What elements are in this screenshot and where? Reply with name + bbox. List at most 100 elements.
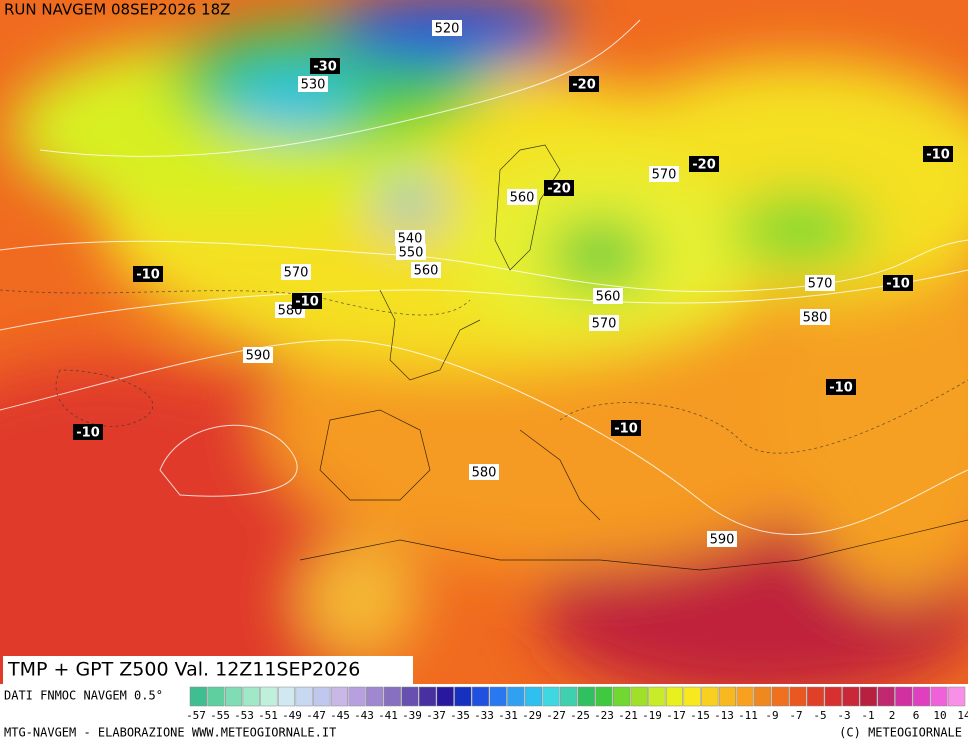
colorbar-label: -21 [618,709,638,722]
colorbar-swatch [330,686,348,707]
colorbar-label: -13 [714,709,734,722]
colorbar-swatch [560,686,578,707]
colorbar-swatch [577,686,595,707]
colorbar-swatch [877,686,895,707]
geo-label-bg [243,347,273,363]
colorbar-label: 2 [889,709,896,722]
tmp-label: -20 [572,78,596,93]
tmp-label: -20 [547,182,571,197]
geo-label: 560 [414,264,439,279]
colorbar-swatch [718,686,736,707]
geo-label: 550 [399,246,424,261]
geo-label-bg [593,288,623,304]
geo-label: 580 [803,311,828,326]
colorbar-swatch [242,686,260,707]
run-title: RUN NAVGEM 08SEP2026 18Z [4,1,230,19]
colorbar-label: -23 [594,709,614,722]
geo-label: 580 [472,466,497,481]
geo-label: 590 [246,349,271,364]
geo-label-bg [469,464,499,480]
geo-label: 560 [596,290,621,305]
colorbar-swatch [630,686,648,707]
colorbar-label: -27 [546,709,566,722]
colorbar-swatch [419,686,437,707]
tmp-label-bg [133,266,163,282]
geo-label-bg [281,264,311,280]
geo-label: 590 [710,533,735,548]
colorbar-swatch [701,686,719,707]
colorbar-label: -29 [522,709,542,722]
colorbar-label: -53 [234,709,254,722]
colorbar-swatch [295,686,313,707]
colorbar-label: 10 [933,709,946,722]
tmp-label-bg [689,156,719,172]
colorbar-swatch [366,686,384,707]
colorbar-swatch [842,686,860,707]
tmp-label-bg [611,420,641,436]
colorbar-label: -33 [474,709,494,722]
tmp-label: -20 [692,158,716,173]
geo-label: 520 [435,22,460,37]
geo-label: 570 [652,168,677,183]
colorbar-label: -19 [642,709,662,722]
colorbar-swatch [507,686,525,707]
colorbar-label: -5 [813,709,826,722]
colorbar-swatch [489,686,507,707]
colorbar-swatch [754,686,772,707]
colorbar-swatch [225,686,243,707]
geo-label-bg [649,166,679,182]
colorbar-swatch [436,686,454,707]
colorbar-label: -17 [666,709,686,722]
geo-label-bg [411,262,441,278]
colorbar-swatch [736,686,754,707]
colorbar-swatch [383,686,401,707]
colorbar-label: -35 [450,709,470,722]
colorbar-label: -9 [765,709,778,722]
copyright: (C) METEOGIORNALE [839,726,962,740]
tmp-label-bg [883,275,913,291]
colorbar-swatch [683,686,701,707]
colorbar-label: -39 [402,709,422,722]
colorbar-swatch [930,686,948,707]
geo-label: 570 [592,317,617,332]
tmp-label-bg [923,146,953,162]
colorbar-swatch [454,686,472,707]
colorbar-label: 14 [957,709,968,722]
colorbar-label: -57 [186,709,206,722]
colorbar: -57 -55 -53 -51 -49 -47 -45 -43 -41 -39 -37 -35 -33-… [186,686,968,722]
colorbar-label: -1 [861,709,874,722]
colorbar-swatch [807,686,825,707]
colorbar-swatch [189,686,207,707]
geo-label-bg [396,244,426,260]
colorbar-label: -47 [306,709,326,722]
tmp-label-bg [826,379,856,395]
colorbar-swatch [471,686,490,707]
colorbar-swatch [912,686,930,707]
validity-box [3,656,413,684]
geo-label-bg [800,309,830,325]
tmp-label: -10 [926,148,950,163]
tmp-label: -10 [136,268,160,283]
colorbar-label: -49 [282,709,302,722]
colorbar-label: -41 [378,709,398,722]
geo-label: 530 [301,78,326,93]
colorbar-label: -43 [354,709,374,722]
colorbar-swatch [401,686,419,707]
tmp-label: -30 [313,60,337,75]
tmp-label: -10 [295,295,319,310]
colorbar-label: 6 [913,709,920,722]
geo-label-bg [589,315,619,331]
colorbar-label: -15 [690,709,710,722]
geo-label: 560 [510,191,535,206]
colorbar-swatch [277,686,296,707]
colorbar-label: -51 [258,709,278,722]
validity: TMP + GPT Z500 Val. 12Z11SEP2026 [7,659,360,681]
tmp-label: -10 [886,277,910,292]
tmp-label-bg [544,180,574,196]
colorbar-swatch [859,686,878,707]
colorbar-swatch [542,686,560,707]
geo-label-bg [432,20,462,36]
